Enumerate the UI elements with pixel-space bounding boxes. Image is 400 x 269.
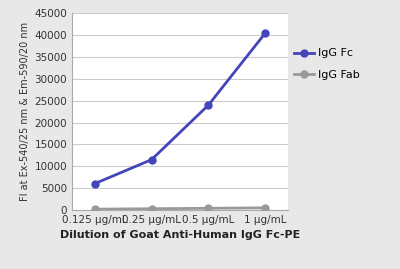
IgG Fc [263, 31, 268, 35]
IgG Fab [263, 206, 268, 210]
IgG Fc [206, 104, 211, 107]
IgG Fc [149, 158, 154, 161]
IgG Fab [206, 207, 211, 210]
IgG Fab [92, 208, 97, 211]
IgG Fab [149, 207, 154, 210]
Y-axis label: FI at Ex-540/25 nm & Em-590/20 nm: FI at Ex-540/25 nm & Em-590/20 nm [20, 22, 30, 201]
Legend: IgG Fc, IgG Fab: IgG Fc, IgG Fab [294, 48, 360, 80]
Line: IgG Fab: IgG Fab [91, 204, 269, 213]
X-axis label: Dilution of Goat Anti-Human IgG Fc-PE: Dilution of Goat Anti-Human IgG Fc-PE [60, 230, 300, 240]
IgG Fc [92, 182, 97, 185]
Line: IgG Fc: IgG Fc [91, 30, 269, 187]
